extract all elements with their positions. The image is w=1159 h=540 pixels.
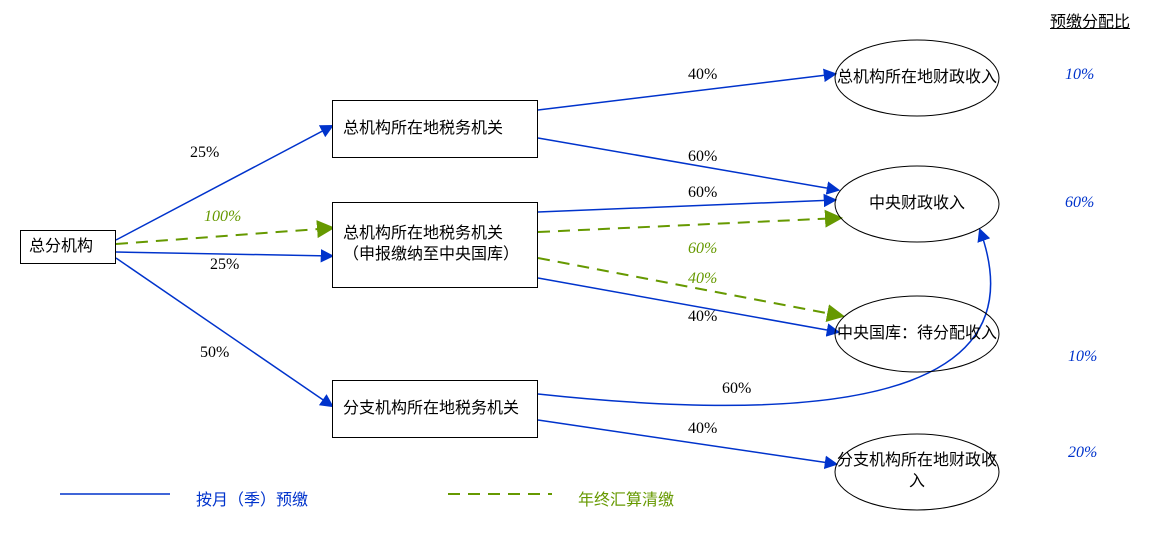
legend-yearend-label: 年终汇算清缴 — [578, 486, 674, 510]
edge-label: 40% — [688, 308, 717, 326]
node-fin-treasury: 中央国库：待分配收入 — [835, 296, 999, 372]
edge-label: 60% — [688, 240, 717, 258]
node-tax-branch: 分支机构所在地税务机关 — [332, 380, 538, 438]
edge-label: 40% — [688, 420, 717, 438]
node-root-label: 总分机构 — [29, 237, 93, 258]
node-tax-central-label: 总机构所在地税务机关（申报缴纳至中央国库） — [343, 224, 527, 266]
node-fin-central: 中央财政收入 — [835, 166, 999, 242]
edge-label: 60% — [688, 148, 717, 166]
edge-label: 40% — [688, 66, 717, 84]
allocation-ratio-header: 预缴分配比 — [1050, 8, 1130, 32]
edge-label: 100% — [204, 208, 241, 226]
edge-label: 25% — [210, 256, 239, 274]
allocation-value: 10% — [1068, 348, 1097, 366]
node-fin-branch: 分支机构所在地财政收入 — [835, 434, 999, 510]
legend-monthly-label: 按月（季）预缴 — [196, 486, 308, 510]
edge-label: 60% — [722, 380, 751, 398]
node-fin-treasury-label: 中央国库：待分配收入 — [837, 324, 997, 345]
diagram-stage: 预缴分配比 总分机构 总机构所在地税务机关 总机构所在地税务机关（申报缴纳至中央… — [0, 0, 1159, 540]
node-root: 总分机构 — [20, 230, 116, 264]
allocation-value: 20% — [1068, 444, 1097, 462]
node-tax-hq: 总机构所在地税务机关 — [332, 100, 538, 158]
node-fin-central-label: 中央财政收入 — [869, 194, 965, 215]
node-fin-hq: 总机构所在地财政收入 — [835, 40, 999, 116]
allocation-value: 60% — [1065, 194, 1094, 212]
edge-label: 60% — [688, 184, 717, 202]
allocation-value: 10% — [1065, 66, 1094, 84]
edge-label: 25% — [190, 144, 219, 162]
node-tax-central: 总机构所在地税务机关（申报缴纳至中央国库） — [332, 202, 538, 288]
node-fin-branch-label: 分支机构所在地财政收入 — [835, 451, 999, 493]
node-tax-hq-label: 总机构所在地税务机关 — [343, 119, 503, 140]
edge-label: 40% — [688, 270, 717, 288]
node-tax-branch-label: 分支机构所在地税务机关 — [343, 399, 519, 420]
edge-label: 50% — [200, 344, 229, 362]
node-fin-hq-label: 总机构所在地财政收入 — [837, 68, 997, 89]
